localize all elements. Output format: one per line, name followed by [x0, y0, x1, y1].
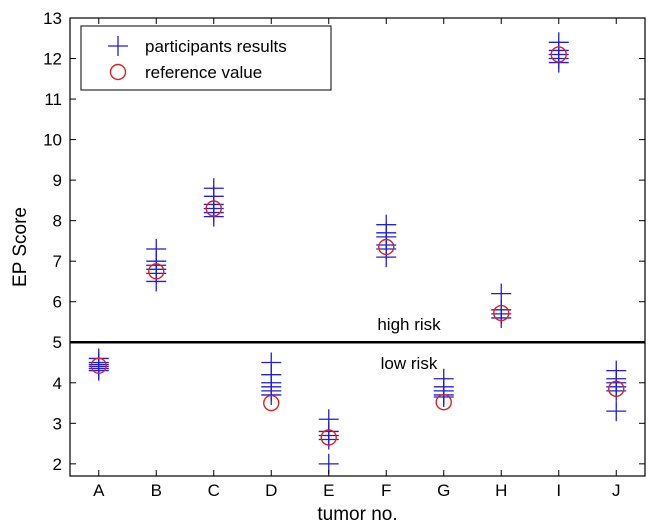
- participant-result-point: [146, 239, 167, 260]
- x-tick-label: D: [265, 481, 277, 500]
- participant-result-point: [606, 360, 627, 381]
- legend-box: [80, 25, 332, 91]
- legend-label: reference value: [145, 63, 262, 82]
- y-tick-label: 7: [53, 252, 62, 271]
- y-tick-label: 4: [53, 374, 62, 393]
- plot-frame: [69, 17, 646, 477]
- reference-value-point: [320, 429, 337, 446]
- x-tick-label: H: [495, 481, 507, 500]
- y-tick-label: 10: [43, 131, 62, 150]
- reference-value-point: [205, 200, 222, 217]
- x-tick-label: G: [437, 481, 450, 500]
- y-tick-label: 13: [43, 9, 62, 28]
- y-tick-label: 8: [53, 212, 62, 231]
- reference-value-point: [608, 380, 625, 398]
- x-tick-label: F: [381, 481, 391, 500]
- legend-label: participants results: [145, 37, 287, 56]
- reference-value-point: [493, 304, 510, 322]
- legend-circle-marker: [109, 63, 127, 81]
- y-tick-label: 2: [53, 455, 62, 474]
- x-tick-label: I: [556, 481, 561, 500]
- y-tick-label: 5: [53, 333, 62, 352]
- participant-result-point: [491, 283, 512, 304]
- x-tick-label: E: [323, 481, 334, 500]
- participant-result-point: [606, 401, 627, 422]
- participant-result-point: [261, 352, 282, 373]
- axes: 2 3 4 5 6 7 8 9 10 11 12 13 A B C D E F G H I J: [43, 9, 645, 500]
- x-tick-label: A: [93, 481, 105, 500]
- reference-value-point: [263, 394, 280, 412]
- legend-plus-marker: [108, 36, 128, 56]
- x-tick-label: B: [151, 481, 162, 500]
- participant-result-point: [376, 214, 397, 235]
- reference-value-point: [90, 357, 107, 374]
- participant-result-point: [318, 409, 339, 430]
- plot-marks: [70, 32, 645, 474]
- y-axis-label: EP Score: [10, 207, 31, 287]
- y-tick-label: 12: [43, 50, 62, 69]
- x-tick-label: J: [612, 481, 621, 500]
- reference-value-point: [378, 238, 395, 256]
- y-tick-label: 11: [44, 90, 62, 109]
- legend: participants results reference value: [80, 25, 332, 91]
- reference-value-point: [435, 394, 452, 411]
- participant-result-point: [203, 178, 224, 199]
- participant-result-point: [433, 368, 454, 389]
- reference-value-point: [148, 263, 165, 280]
- low-risk-label: low risk: [381, 354, 438, 373]
- x-tick-label: C: [208, 481, 220, 500]
- y-tick-label: 6: [53, 293, 62, 312]
- y-tick-label: 3: [53, 414, 62, 433]
- reference-value-point: [550, 46, 567, 63]
- x-axis-label: tumor no.: [317, 504, 397, 525]
- high-risk-label: high risk: [377, 315, 441, 334]
- participant-result-point: [548, 32, 569, 53]
- y-tick-label: 9: [53, 171, 62, 190]
